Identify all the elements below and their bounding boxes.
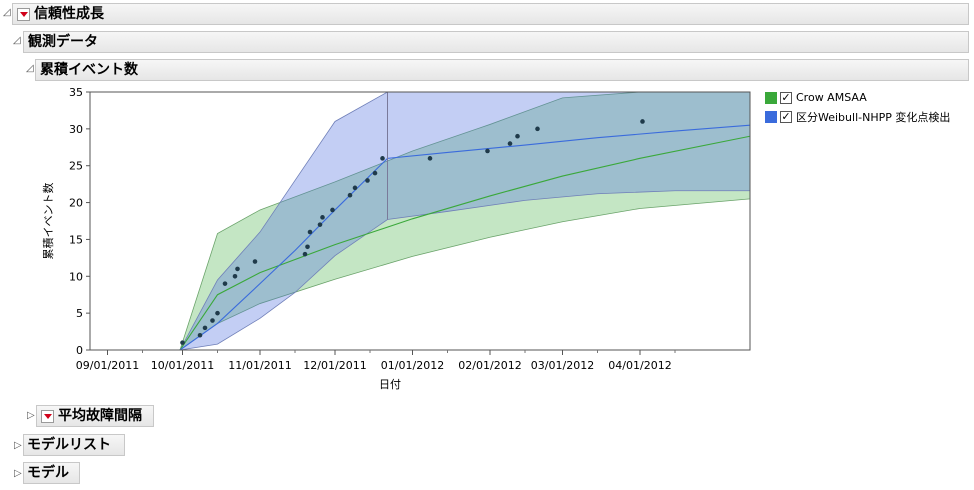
- observed-data-header[interactable]: 観測データ: [23, 31, 969, 53]
- data-point: [302, 251, 308, 257]
- data-point: [307, 229, 313, 235]
- data-point: [202, 325, 208, 331]
- data-point: [640, 119, 645, 124]
- y-axis-label: 累積イベント数: [41, 183, 55, 260]
- legend-label: Crow AMSAA: [796, 91, 867, 104]
- x-tick-label: 01/01/2012: [381, 359, 444, 372]
- legend-item-piecewise-weibull[interactable]: ✓ 区分Weibull-NHPP 変化点検出: [765, 107, 950, 126]
- reliability-growth-header[interactable]: 信頼性成長: [12, 3, 969, 25]
- expand-triangle-icon[interactable]: ▷: [14, 468, 22, 479]
- data-point: [235, 266, 240, 272]
- checkbox-crow-amsaa-icon[interactable]: ✓: [780, 90, 792, 104]
- data-point: [232, 273, 238, 279]
- collapse-triangle-icon[interactable]: ◿: [26, 63, 34, 74]
- checkbox-piecewise-weibull-icon[interactable]: ✓: [780, 109, 792, 123]
- legend: ✓ Crow AMSAA ✓ 区分Weibull-NHPP 変化点検出: [765, 88, 950, 126]
- model-header[interactable]: モデル: [23, 462, 80, 484]
- model-title: モデル: [27, 465, 69, 481]
- data-point: [317, 222, 323, 227]
- confidence-band-crow-amsaa: [90, 92, 750, 350]
- red-triangle-menu-icon[interactable]: [41, 409, 54, 423]
- data-point: [365, 178, 370, 183]
- x-tick-label: 10/01/2011: [151, 359, 214, 372]
- data-point: [320, 215, 325, 220]
- legend-swatch-piecewise-weibull: [765, 110, 777, 123]
- data-point: [515, 133, 520, 139]
- data-point: [180, 340, 185, 345]
- red-triangle-menu-icon[interactable]: [17, 7, 30, 21]
- data-point: [372, 170, 378, 176]
- legend-swatch-crow-amsaa: [765, 91, 777, 104]
- x-tick-label: 11/01/2011: [228, 359, 291, 372]
- data-point: [352, 185, 358, 191]
- collapse-triangle-icon[interactable]: ◿: [3, 7, 11, 18]
- fit-line-crow-amsaa: [90, 135, 750, 350]
- y-tick-label: 35: [69, 86, 83, 99]
- collapse-triangle-icon[interactable]: ◿: [13, 35, 21, 46]
- y-tick-label: 20: [69, 197, 83, 210]
- observed-data-title: 観測データ: [28, 34, 98, 50]
- data-point: [507, 141, 513, 146]
- y-tick-label: 25: [69, 160, 83, 173]
- data-point: [210, 318, 215, 323]
- data-point: [347, 192, 353, 198]
- x-tick-label: 12/01/2011: [303, 359, 366, 372]
- data-point: [380, 156, 385, 161]
- expand-triangle-icon[interactable]: ▷: [14, 440, 22, 451]
- legend-label: 区分Weibull-NHPP 変化点検出: [796, 110, 951, 124]
- x-tick-label: 02/01/2012: [458, 359, 521, 372]
- data-point: [305, 244, 310, 250]
- mtbf-title: 平均故障間隔: [58, 408, 142, 424]
- data-point: [215, 310, 220, 316]
- y-tick-label: 15: [69, 233, 83, 246]
- cumulative-events-header[interactable]: 累積イベント数: [35, 59, 969, 81]
- mtbf-header[interactable]: 平均故障間隔: [36, 405, 154, 427]
- data-point: [427, 156, 433, 161]
- model-list-header[interactable]: モデルリスト: [23, 434, 125, 456]
- data-point: [485, 148, 490, 154]
- model-list-title: モデルリスト: [27, 437, 111, 453]
- x-tick-label: 03/01/2012: [531, 359, 594, 372]
- y-tick-label: 5: [76, 307, 83, 320]
- y-tick-label: 30: [69, 123, 83, 136]
- legend-item-crow-amsaa[interactable]: ✓ Crow AMSAA: [765, 88, 950, 107]
- expand-triangle-icon[interactable]: ▷: [27, 410, 35, 421]
- cumulative-events-chart: 0 5 10 15 20 25 30 35 09/01/2011 10/01/2011 11/01/…: [41, 86, 751, 391]
- confidence-band-piecewise-weibull: [90, 92, 750, 350]
- y-tick-label: 10: [69, 270, 83, 283]
- y-tick-label: 0: [76, 344, 83, 357]
- header-title: 信頼性成長: [34, 6, 104, 22]
- data-point: [330, 207, 335, 213]
- x-axis-label: 日付: [379, 378, 401, 391]
- data-point: [222, 281, 228, 286]
- data-point: [252, 259, 258, 264]
- data-point: [197, 332, 203, 338]
- plot-area: [90, 92, 750, 350]
- x-tick-label: 09/01/2011: [76, 359, 139, 372]
- data-point: [535, 126, 540, 132]
- cumulative-events-title: 累積イベント数: [40, 62, 138, 78]
- plot-frame: [89, 91, 751, 351]
- x-tick-label: 04/01/2012: [608, 359, 671, 372]
- fit-line-piecewise-weibull: [90, 124, 750, 350]
